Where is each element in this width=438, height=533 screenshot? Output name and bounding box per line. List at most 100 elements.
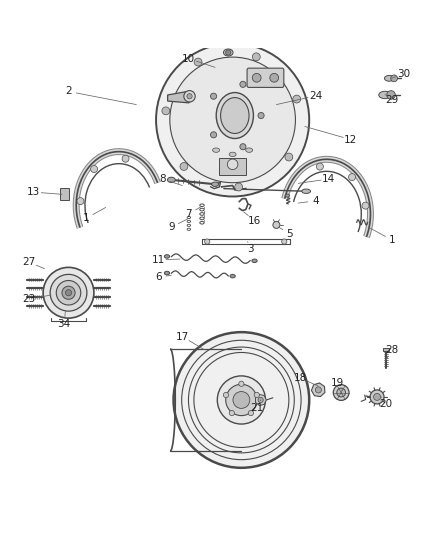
Circle shape	[238, 381, 244, 386]
Text: 24: 24	[308, 91, 321, 101]
Circle shape	[316, 163, 323, 170]
Text: 6: 6	[155, 272, 161, 282]
Ellipse shape	[245, 148, 252, 152]
Circle shape	[258, 397, 263, 402]
Text: 18: 18	[293, 373, 307, 383]
Ellipse shape	[301, 189, 310, 193]
Circle shape	[248, 410, 253, 416]
Circle shape	[187, 94, 192, 99]
Circle shape	[272, 221, 279, 229]
Circle shape	[284, 153, 292, 161]
Text: 27: 27	[22, 257, 35, 267]
Circle shape	[369, 390, 383, 404]
Ellipse shape	[167, 177, 175, 182]
Text: 3: 3	[246, 244, 253, 254]
Circle shape	[90, 166, 97, 173]
Ellipse shape	[384, 76, 393, 81]
Ellipse shape	[230, 274, 235, 278]
Circle shape	[269, 74, 278, 82]
Circle shape	[194, 58, 201, 66]
Circle shape	[252, 74, 261, 82]
Circle shape	[162, 107, 170, 115]
FancyBboxPatch shape	[247, 68, 283, 87]
Circle shape	[281, 239, 286, 244]
FancyBboxPatch shape	[219, 158, 245, 175]
Circle shape	[170, 57, 295, 183]
Circle shape	[373, 393, 380, 400]
Circle shape	[204, 239, 209, 244]
Polygon shape	[167, 92, 193, 103]
Circle shape	[225, 50, 230, 55]
Circle shape	[239, 144, 245, 150]
Text: 29: 29	[384, 95, 397, 105]
Ellipse shape	[229, 152, 236, 157]
Circle shape	[361, 202, 368, 209]
Text: 17: 17	[175, 332, 188, 342]
Circle shape	[292, 95, 300, 103]
Polygon shape	[255, 394, 266, 406]
Text: 13: 13	[27, 187, 40, 197]
Text: 12: 12	[343, 135, 357, 144]
Circle shape	[225, 384, 256, 416]
Ellipse shape	[285, 194, 289, 197]
Text: 1: 1	[388, 235, 395, 245]
Circle shape	[184, 91, 195, 102]
Circle shape	[233, 392, 249, 408]
Text: 2: 2	[65, 86, 72, 96]
Circle shape	[77, 198, 84, 205]
Circle shape	[65, 290, 71, 296]
Ellipse shape	[223, 49, 233, 56]
Text: 21: 21	[250, 403, 263, 413]
Text: 20: 20	[378, 399, 392, 409]
Circle shape	[217, 376, 265, 424]
Circle shape	[234, 183, 242, 191]
Circle shape	[56, 280, 81, 305]
Polygon shape	[60, 188, 68, 200]
Circle shape	[258, 112, 264, 118]
Text: 16: 16	[247, 215, 261, 225]
Circle shape	[386, 91, 395, 99]
Circle shape	[390, 75, 396, 82]
Ellipse shape	[164, 255, 169, 258]
Circle shape	[223, 392, 228, 398]
Circle shape	[348, 174, 355, 181]
Circle shape	[229, 410, 234, 416]
Ellipse shape	[212, 148, 219, 152]
Circle shape	[62, 286, 75, 300]
Circle shape	[210, 93, 216, 99]
Circle shape	[180, 163, 187, 171]
Text: 23: 23	[22, 294, 35, 304]
Text: 11: 11	[151, 255, 165, 265]
Ellipse shape	[216, 93, 253, 139]
Text: 7: 7	[185, 209, 192, 219]
Text: 30: 30	[396, 69, 409, 79]
Text: 8: 8	[159, 174, 166, 184]
Circle shape	[254, 392, 259, 398]
Text: 4: 4	[312, 196, 318, 206]
Text: 1: 1	[82, 213, 89, 223]
Circle shape	[43, 268, 94, 318]
Circle shape	[210, 132, 216, 138]
Circle shape	[239, 81, 245, 87]
Ellipse shape	[251, 259, 257, 263]
Text: 19: 19	[330, 378, 343, 389]
Circle shape	[314, 387, 321, 393]
Text: 28: 28	[385, 345, 398, 354]
Circle shape	[155, 43, 308, 197]
Text: 5: 5	[286, 229, 292, 239]
Circle shape	[336, 388, 345, 397]
Circle shape	[227, 159, 237, 169]
Text: 14: 14	[321, 174, 335, 184]
Text: 9: 9	[168, 222, 174, 232]
Ellipse shape	[164, 271, 169, 275]
Ellipse shape	[220, 98, 248, 133]
Circle shape	[173, 332, 308, 468]
Circle shape	[50, 274, 87, 311]
Text: 34: 34	[57, 319, 71, 329]
Circle shape	[252, 53, 260, 61]
Text: 10: 10	[182, 54, 195, 63]
Circle shape	[122, 155, 129, 162]
Ellipse shape	[378, 91, 390, 99]
Ellipse shape	[211, 182, 218, 187]
Circle shape	[332, 385, 348, 400]
